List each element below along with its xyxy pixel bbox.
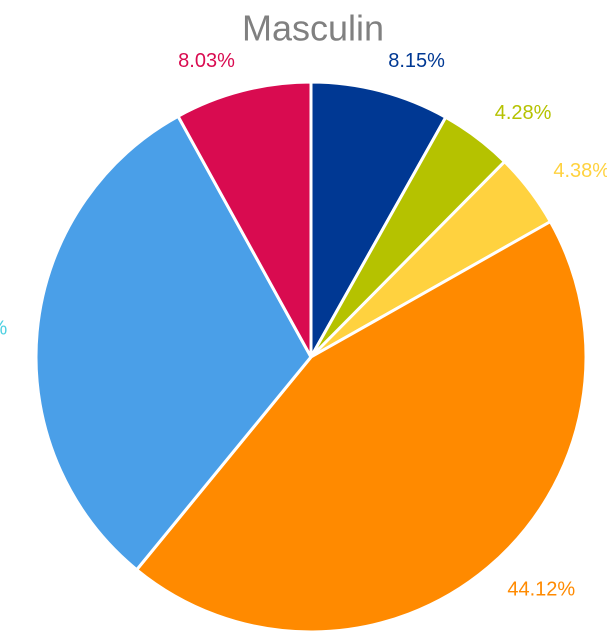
pie-slice <box>309 80 448 363</box>
data-label: 31.05% <box>0 318 7 340</box>
pie-slice <box>34 114 313 572</box>
data-label: 4.38% <box>553 160 607 182</box>
data-label: 4.28% <box>495 102 552 124</box>
chart-title: Masculin <box>242 8 384 49</box>
pie-slice <box>176 80 313 358</box>
data-label: 8.03% <box>178 50 235 72</box>
pie-slice <box>134 219 588 634</box>
data-label: 8.15% <box>388 50 445 72</box>
data-label: 44.12% <box>507 579 575 601</box>
